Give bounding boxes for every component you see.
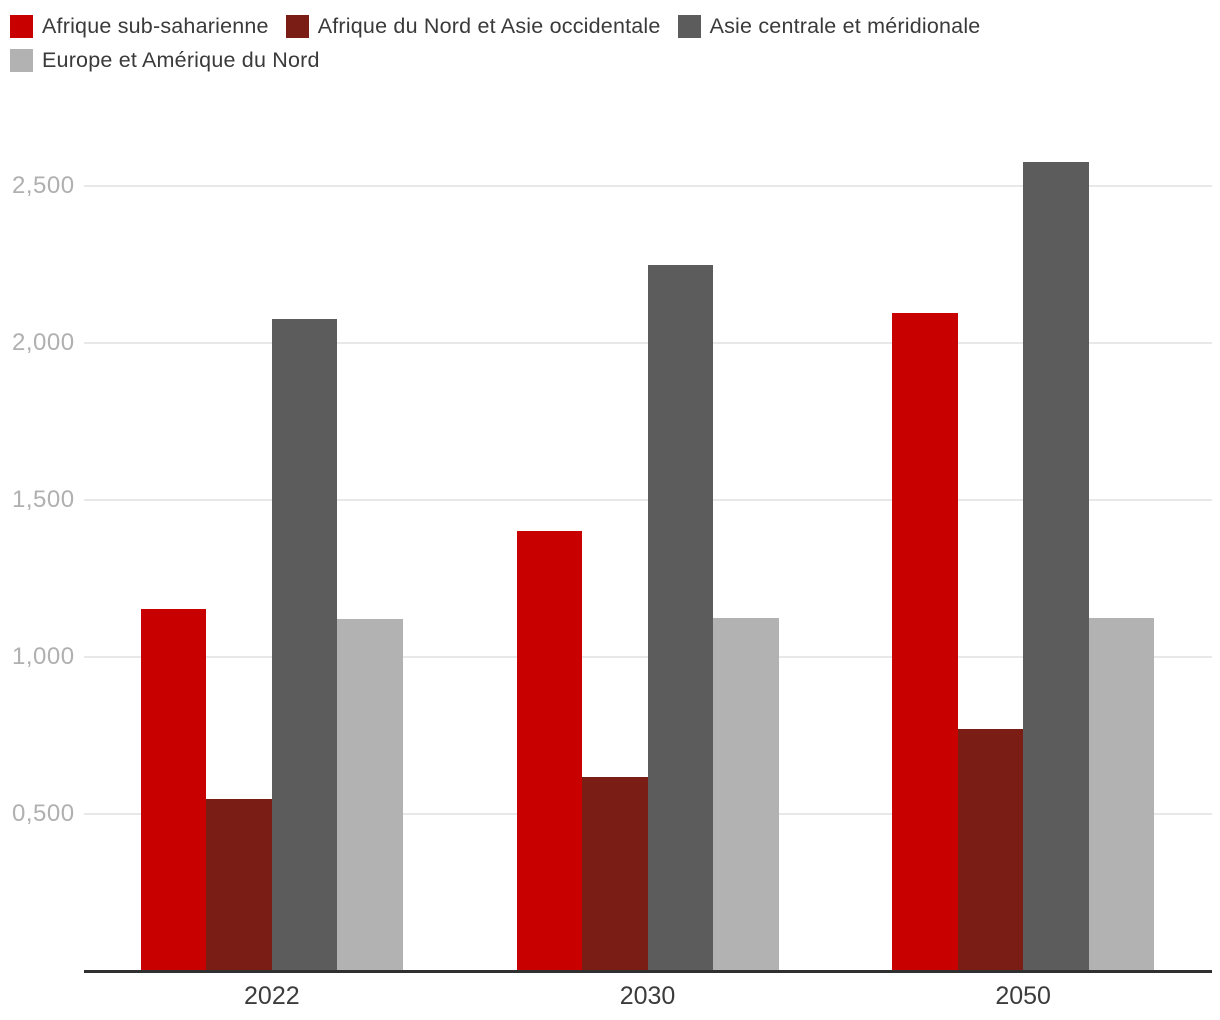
legend-swatch-icon: [677, 15, 701, 38]
chart-legend: Afrique sub-saharienne Afrique du Nord et…: [10, 14, 1160, 73]
legend-swatch-icon: [10, 15, 33, 38]
legend-item-series3: Europe et Amérique du Nord: [10, 48, 320, 73]
legend-label: Afrique du Nord et Asie occidentale: [317, 14, 661, 38]
bar-2030-series1: [582, 777, 648, 970]
legend-swatch-icon: [10, 49, 33, 72]
bar-2030-series2: [647, 265, 713, 970]
y-axis-tick-label: 0,500: [12, 800, 75, 827]
bar-2030-series0: [516, 531, 582, 970]
legend-label: Asie centrale et méridionale: [709, 14, 981, 38]
legend-label: Europe et Amérique du Nord: [42, 48, 320, 72]
gridline: [84, 185, 1212, 187]
bar-2050-series2: [1023, 162, 1089, 970]
bar-2050-series3: [1088, 617, 1155, 970]
bar-2022-series0: [140, 609, 207, 970]
bar-2050-series1: [957, 728, 1024, 970]
legend-item-series0: Afrique sub-saharienne: [10, 14, 269, 39]
bar-2022-series3: [337, 619, 403, 970]
bar-2022-series1: [206, 798, 272, 970]
x-axis-line: [84, 969, 1212, 973]
y-axis-tick-label: 1,000: [12, 643, 75, 670]
legend-item-series1: Afrique du Nord et Asie occidentale: [285, 14, 661, 39]
y-axis-tick-label: 2,500: [12, 172, 75, 199]
bar-2030-series3: [713, 617, 779, 970]
legend-item-series2: Asie centrale et méridionale: [677, 14, 981, 39]
bar-2022-series2: [271, 319, 338, 970]
y-axis-tick-label: 2,000: [12, 329, 75, 356]
legend-swatch-icon: [285, 15, 309, 38]
x-axis-tick-label: 2050: [995, 982, 1051, 1010]
x-axis-tick-label: 2022: [244, 982, 300, 1010]
legend-label: Afrique sub-saharienne: [42, 14, 269, 38]
x-axis-tick-label: 2030: [619, 982, 676, 1010]
y-axis-tick-label: 1,500: [12, 486, 75, 513]
bar-2050-series0: [892, 313, 958, 970]
